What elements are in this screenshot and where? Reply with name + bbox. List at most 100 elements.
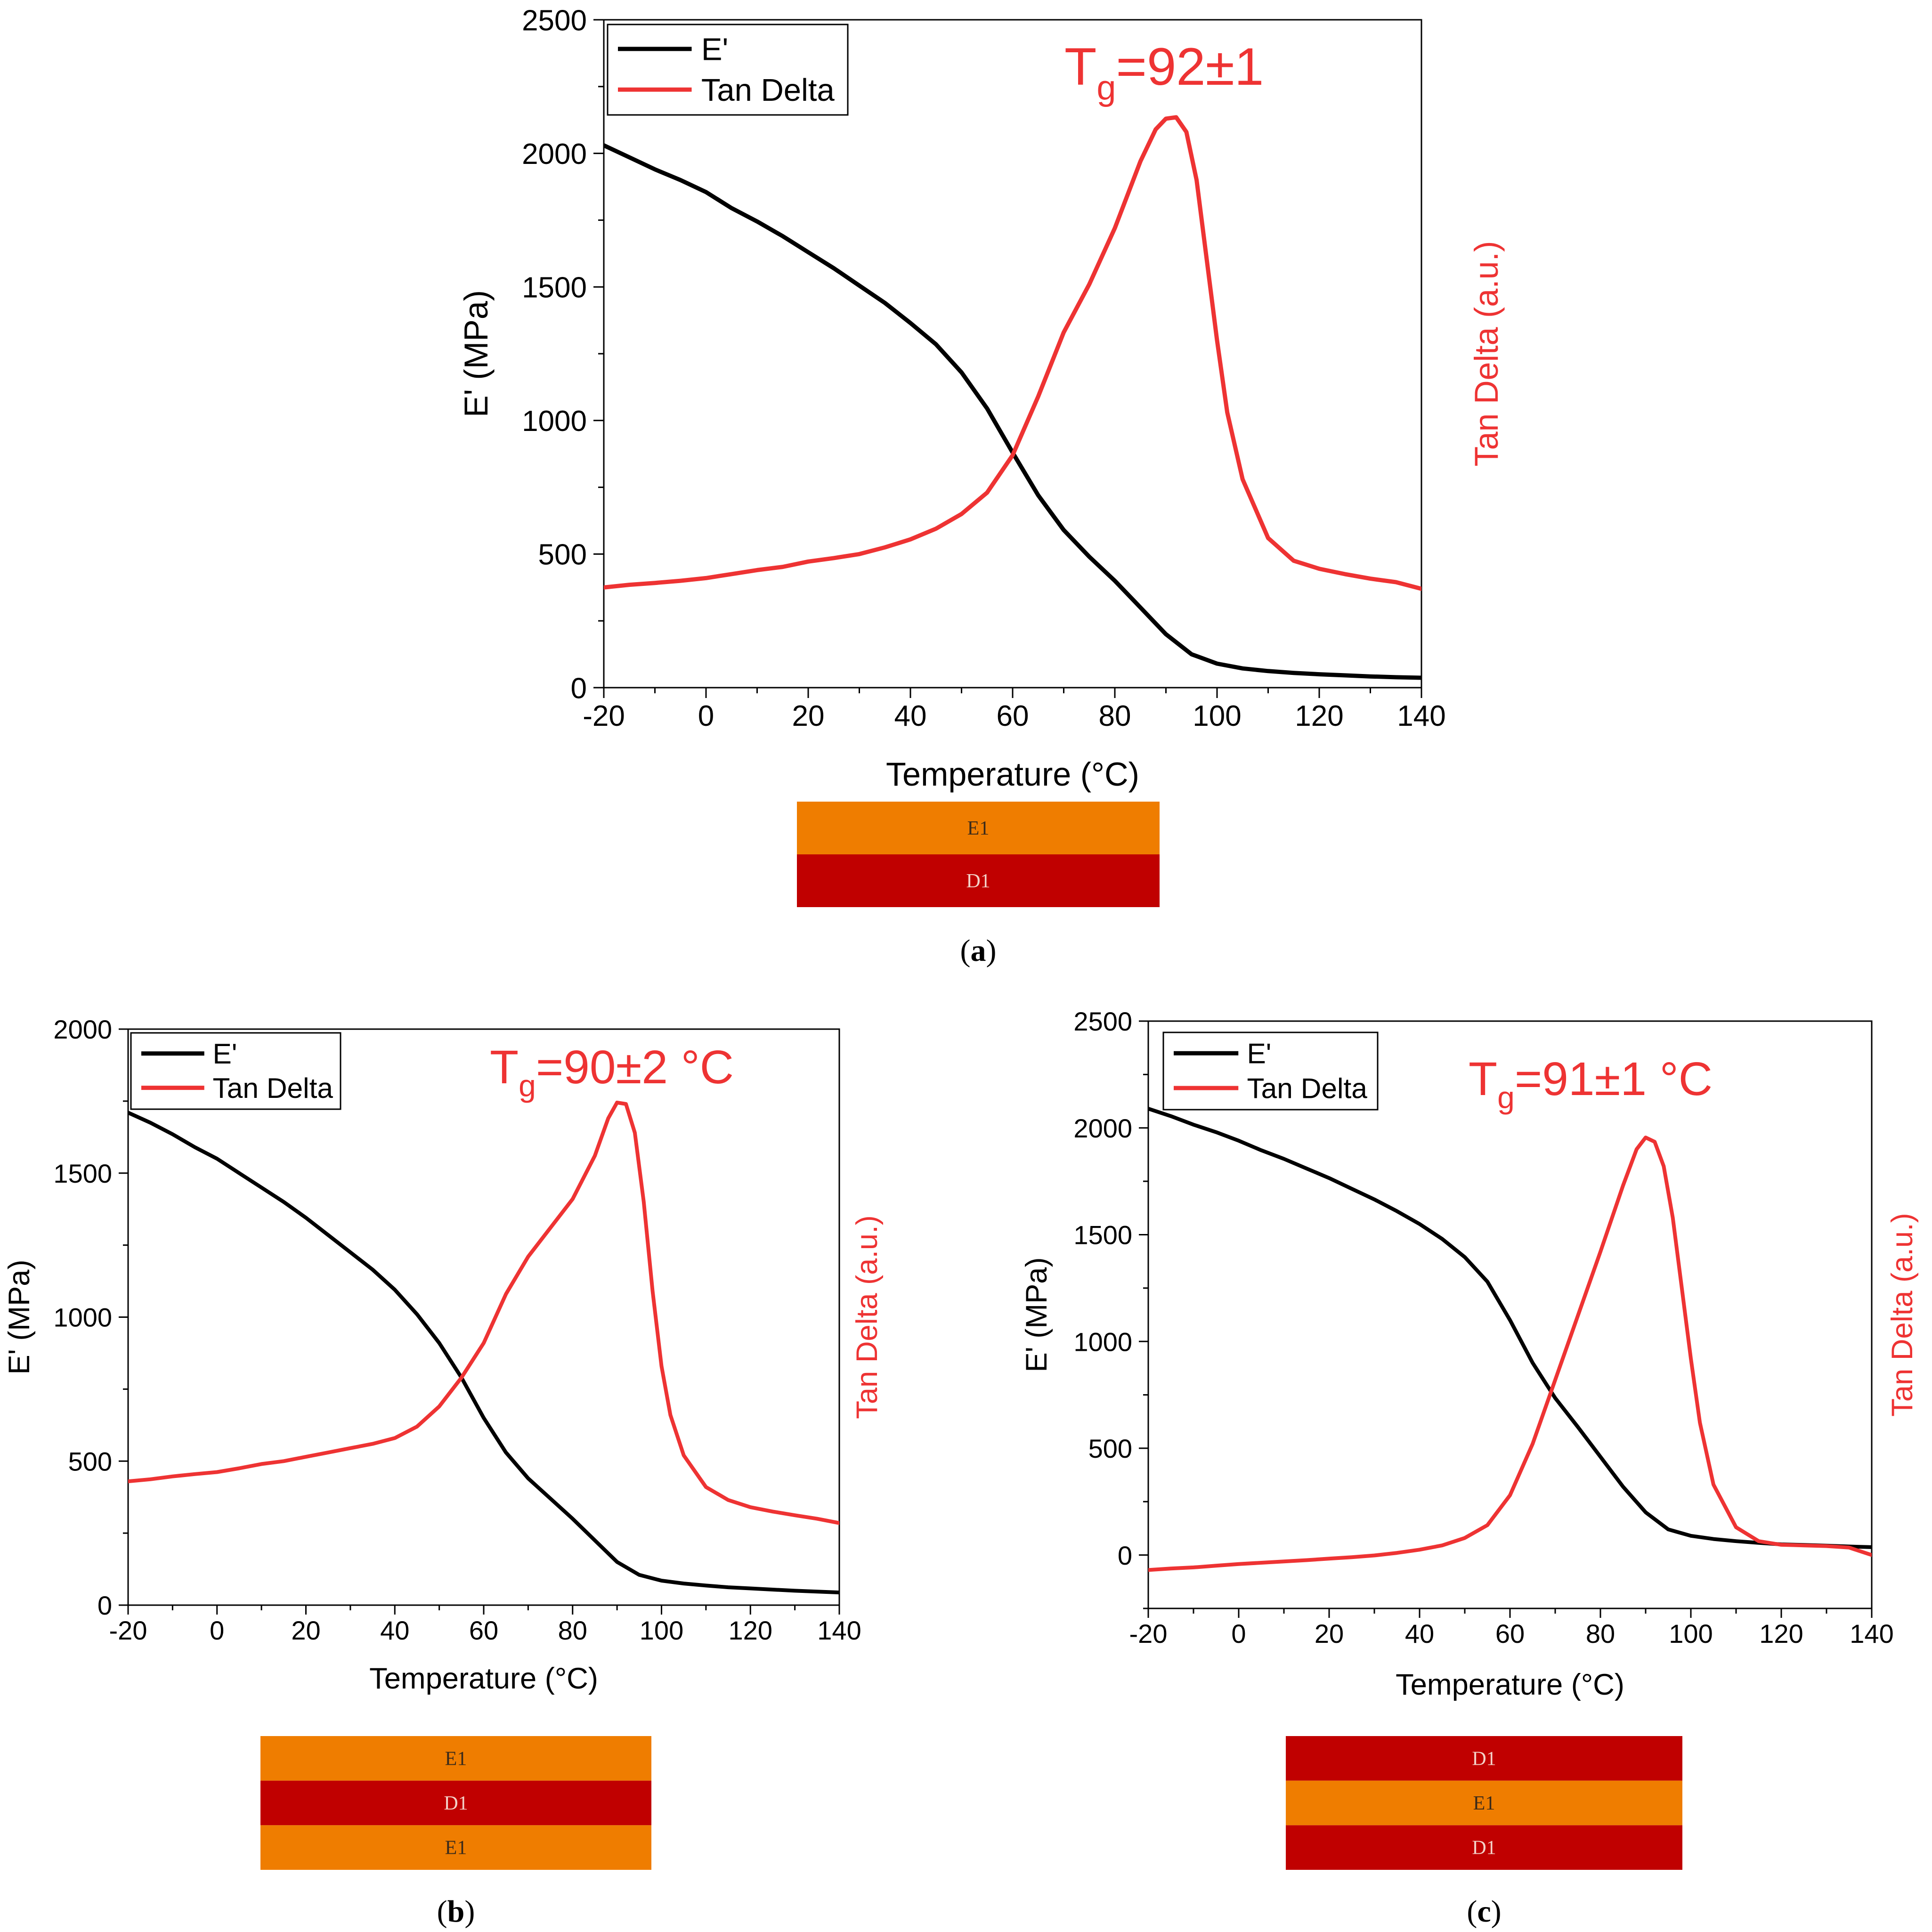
layer-label: E1 bbox=[445, 1748, 467, 1770]
y-tick-label: 0 bbox=[97, 1591, 112, 1620]
x-tick-label: 60 bbox=[1495, 1619, 1525, 1648]
legend-label: Tan Delta bbox=[701, 73, 835, 108]
e-prime-series-line bbox=[1148, 1106, 1872, 1549]
x-tick-label: 120 bbox=[1759, 1619, 1803, 1648]
x-tick-label: 100 bbox=[640, 1615, 683, 1645]
legend-label: E' bbox=[1247, 1038, 1271, 1070]
x-tick-label: 140 bbox=[817, 1615, 861, 1645]
x-tick-label: 0 bbox=[210, 1615, 224, 1645]
x-tick-label: 40 bbox=[894, 700, 927, 732]
tan-delta-series-line bbox=[604, 115, 1421, 591]
x-tick-label: 20 bbox=[792, 700, 825, 732]
panel-caption: (b) bbox=[437, 1894, 475, 1929]
legend-label: E' bbox=[701, 32, 728, 67]
legend: E'Tan Delta bbox=[130, 1032, 341, 1110]
x-tick-label: -20 bbox=[583, 700, 625, 732]
tg-annotation: Tg=92±1 bbox=[1064, 37, 1264, 107]
layer-D1 bbox=[797, 854, 1160, 907]
x-tick-label: 80 bbox=[1099, 700, 1131, 732]
y-tick-label: 2500 bbox=[1073, 1007, 1132, 1036]
y-tick-label: 500 bbox=[68, 1446, 112, 1476]
layer-E1 bbox=[260, 1736, 651, 1781]
layer-stack: E1 D1 E1 bbox=[260, 1736, 651, 1870]
tan-delta-series-line bbox=[1148, 1136, 1872, 1572]
layer-E1 bbox=[797, 802, 1160, 854]
y-tick-label: 500 bbox=[538, 539, 587, 571]
layer-E1 bbox=[260, 1825, 651, 1870]
panel-caption: (a) bbox=[960, 934, 997, 968]
e-prime-series-line bbox=[604, 143, 1421, 680]
x-axis-label: Temperature (°C) bbox=[369, 1662, 598, 1695]
y-tick-label: 1500 bbox=[1073, 1220, 1132, 1250]
panel-caption: (c) bbox=[1467, 1894, 1501, 1929]
y-axis-label: E' (MPa) bbox=[3, 1259, 36, 1374]
y2-axis-label: Tan Delta (a.u.) bbox=[1886, 1213, 1919, 1417]
x-tick-label: 120 bbox=[729, 1615, 772, 1645]
y-tick-label: 2000 bbox=[53, 1015, 112, 1044]
y-axis-label: E' (MPa) bbox=[458, 290, 495, 417]
y-tick-label: 0 bbox=[571, 672, 587, 705]
tan-delta-series-line bbox=[128, 1100, 839, 1525]
x-tick-label: 20 bbox=[291, 1615, 320, 1645]
legend-label: E' bbox=[213, 1038, 237, 1070]
x-tick-label: 60 bbox=[997, 700, 1029, 732]
y-tick-label: 1500 bbox=[522, 272, 587, 304]
y-tick-label: 1000 bbox=[53, 1303, 112, 1332]
x-tick-label: -20 bbox=[109, 1615, 147, 1645]
tg-annotation: Tg=90±2 °C bbox=[490, 1041, 734, 1103]
layer-label: E1 bbox=[1473, 1793, 1495, 1814]
y-tick-label: 500 bbox=[1088, 1434, 1132, 1463]
chart-b: -20 0 20 40 60 80 100 120 1400500100015002000Tem… bbox=[3, 1015, 884, 1929]
y-tick-label: 1000 bbox=[522, 405, 587, 438]
x-tick-label: 0 bbox=[1231, 1619, 1246, 1648]
x-tick-label: 40 bbox=[1405, 1619, 1434, 1648]
y-tick-label: 0 bbox=[1118, 1541, 1132, 1570]
x-axis-label: Temperature (°C) bbox=[886, 756, 1139, 793]
y-tick-label: 1000 bbox=[1073, 1327, 1132, 1356]
e-prime-series-line bbox=[128, 1111, 839, 1595]
chart-a: -20 0 20 40 60 80 100 120 1400500100015002000250… bbox=[458, 4, 1505, 968]
layer-label: E1 bbox=[445, 1837, 467, 1859]
x-tick-label: 80 bbox=[1586, 1619, 1615, 1648]
layer-D1 bbox=[260, 1780, 651, 1826]
y-tick-label: 2000 bbox=[522, 138, 587, 170]
layer-label: D1 bbox=[1472, 1748, 1496, 1770]
legend-box bbox=[130, 1032, 341, 1110]
x-tick-label: 40 bbox=[380, 1615, 409, 1645]
plot-frame bbox=[603, 19, 1422, 689]
legend-label: Tan Delta bbox=[213, 1072, 333, 1104]
x-tick-label: 140 bbox=[1850, 1619, 1893, 1648]
layer-stack: E1 D1 bbox=[797, 802, 1160, 907]
layer-label: D1 bbox=[444, 1793, 468, 1814]
layer-E1 bbox=[1286, 1780, 1682, 1826]
x-tick-label: 100 bbox=[1669, 1619, 1713, 1648]
legend-label: Tan Delta bbox=[1247, 1072, 1367, 1104]
x-tick-label: 140 bbox=[1397, 700, 1445, 732]
y2-axis-label: Tan Delta (a.u.) bbox=[1468, 241, 1505, 467]
y-tick-label: 2500 bbox=[522, 4, 587, 37]
tg-annotation: Tg=91±1 °C bbox=[1469, 1053, 1713, 1115]
x-axis-label: Temperature (°C) bbox=[1396, 1668, 1624, 1701]
y-axis-label: E' (MPa) bbox=[1020, 1257, 1053, 1372]
layer-label: D1 bbox=[966, 870, 990, 892]
layer-label: D1 bbox=[1472, 1837, 1496, 1859]
plot-frame bbox=[127, 1028, 840, 1606]
x-tick-label: 100 bbox=[1193, 700, 1241, 732]
layer-D1 bbox=[1286, 1736, 1682, 1781]
x-tick-label: 20 bbox=[1315, 1619, 1344, 1648]
y2-axis-label: Tan Delta (a.u.) bbox=[851, 1215, 884, 1419]
legend: E' Tan Delta bbox=[607, 24, 849, 116]
legend-box bbox=[607, 24, 849, 116]
layer-label: E1 bbox=[967, 818, 990, 839]
x-tick-label: -20 bbox=[1129, 1619, 1168, 1648]
y-tick-label: 1500 bbox=[53, 1159, 112, 1188]
chart-c: -20 0 20 40 60 80 100 120 140 0 500 1000 1500 2000 250… bbox=[1020, 1007, 1919, 1929]
x-tick-label: 0 bbox=[698, 700, 714, 732]
legend-box bbox=[1162, 1031, 1379, 1111]
x-tick-label: 80 bbox=[558, 1615, 587, 1645]
y-tick-label: 2000 bbox=[1073, 1113, 1132, 1143]
x-tick-label: 120 bbox=[1295, 700, 1343, 732]
x-tick-label: 60 bbox=[469, 1615, 498, 1645]
legend: E'Tan Delta bbox=[1162, 1031, 1379, 1111]
